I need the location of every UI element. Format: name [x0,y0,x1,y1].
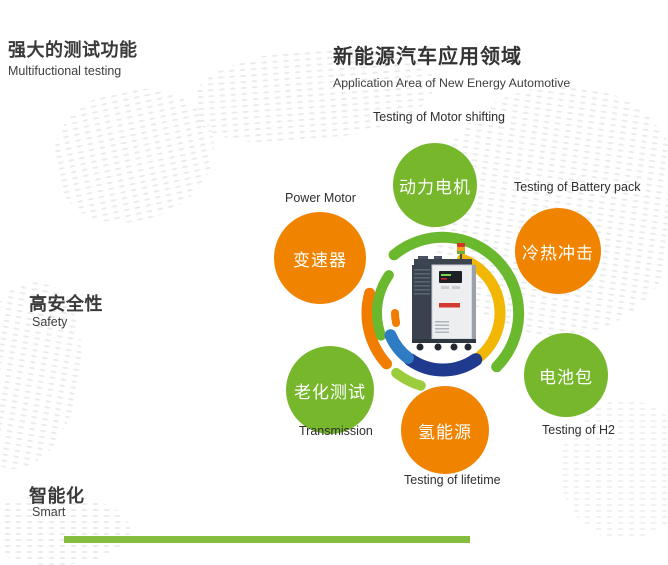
bottom-accent-bar [64,536,470,543]
bubble-hydrogen: 氢能源 [401,386,489,474]
product-chiller-image [412,243,476,351]
caption-power-motor: Testing of Motor shifting [373,110,506,124]
feature-safety-en: Safety [32,315,68,329]
bubble-aging-test: 老化测试 [286,346,374,434]
caption-battery-pack: Testing of H2 [542,423,615,437]
bubble-thermal-shock: 冷热冲击 [515,208,601,294]
feature-smart-en: Smart [32,505,66,519]
feature-multifunctional-testing-zh: 强大的测试功能 [8,40,138,60]
background-map-pattern [560,400,668,540]
page-title-block: 新能源汽车应用领域 Application Area of New Energy… [333,40,570,90]
page-title: 新能源汽车应用领域 [333,46,522,68]
feature-smart-zh: 智能化 [29,486,85,506]
bubble-power-motor: 动力电机 [393,143,477,227]
bubble-battery-pack: 电池包 [524,333,608,417]
caption-transmission: Power Motor [285,191,356,205]
caption-hydrogen: Testing of lifetime [404,473,501,487]
bubble-transmission: 变速器 [274,212,366,304]
ring-graphic [361,231,525,391]
caption-thermal-shock: Testing of Battery pack [514,180,641,194]
feature-safety-zh: 高安全性 [29,294,103,314]
page-subtitle: Application Area of New Energy Automotiv… [333,76,571,90]
feature-multifunctional-testing-en: Multifuctional testing [8,64,122,78]
caption-aging-test: Transmission [299,424,373,438]
